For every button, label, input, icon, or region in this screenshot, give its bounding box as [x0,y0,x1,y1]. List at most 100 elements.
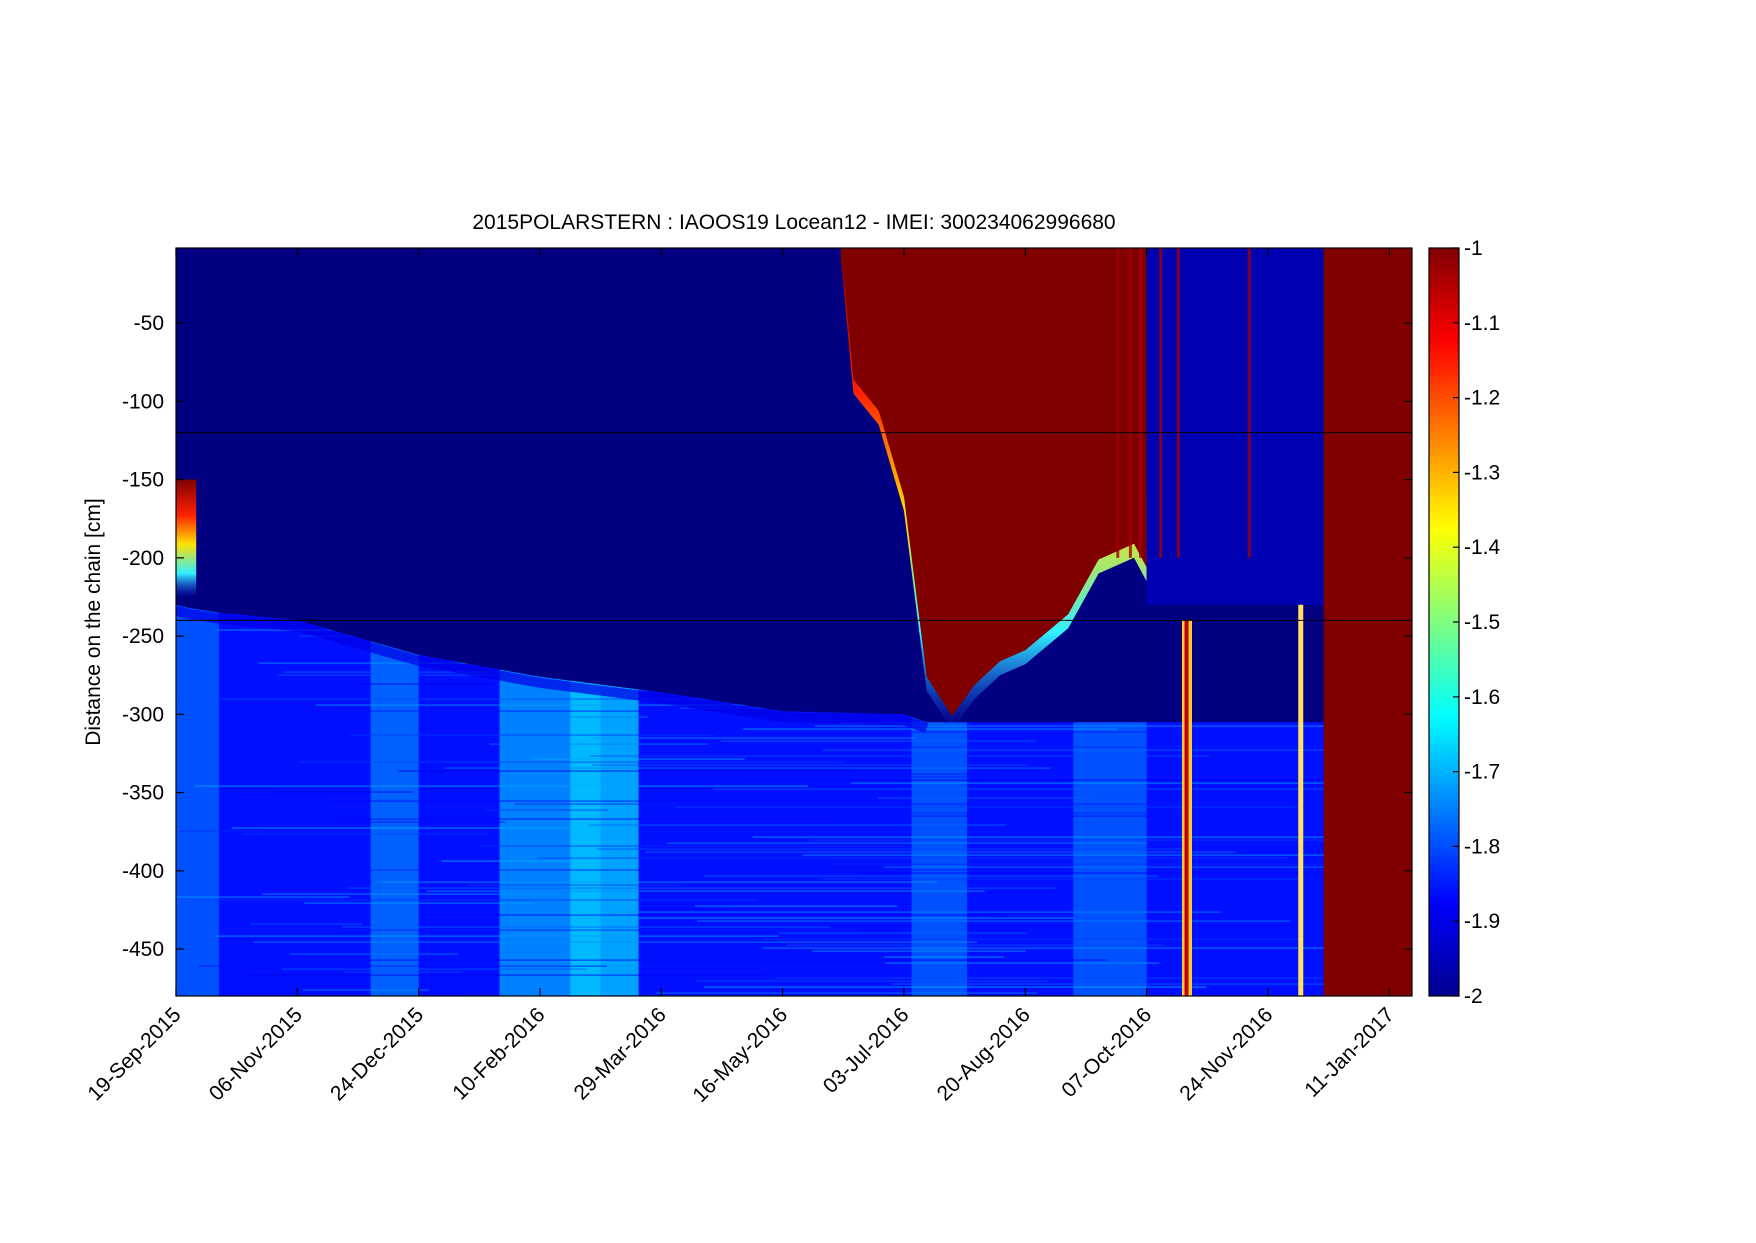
sensor-streak [1298,604,1304,996]
water-streak [712,788,1412,790]
water-streak [592,764,1028,766]
colorbar-ticks: -1 -1.1 -1.2 -1.3 -1.4 -1.5 -1.6 -1.7 -1.8 -1.9 -2 [1453,237,1501,1008]
warm-streak [1176,248,1180,558]
water-streak [231,827,602,829]
ice-interface [176,605,929,733]
water-streak [330,710,807,712]
autumn-ice [1146,248,1324,605]
heatmap-area [176,248,1412,996]
y-tick-label: -50 [134,312,164,335]
water-streak [444,767,1051,769]
colorbar-tick-label: -1.1 [1464,312,1500,335]
colorbar-tick-label: -1.7 [1464,761,1500,784]
water-streak [885,962,1160,964]
water-streak [830,863,1407,865]
water-streak [342,926,830,928]
colorbar-tick-label: -2 [1464,985,1483,1008]
water-streak [341,929,856,931]
water-streak [802,854,1412,856]
y-tick-label: -250 [122,625,164,648]
water-streak [198,965,607,967]
water-streak [582,917,1075,919]
water-streak [596,848,1183,850]
water-streak [261,893,558,895]
water-streak [774,812,1412,814]
water-streak [778,932,1027,934]
warm-layer [840,248,1147,716]
water-streak [720,740,1036,742]
y-tick-label: -350 [122,782,164,805]
y-tick-label: -300 [122,703,164,726]
water-streak [178,698,898,700]
water-streak [331,818,834,820]
water-band [176,604,219,996]
water-streak [814,725,1412,727]
water-streak [703,986,1207,988]
water-streak [233,821,505,823]
water-streak [775,977,1366,979]
water-streak [665,776,1046,778]
y-tick-label: -450 [122,938,164,961]
water-streak [715,731,1412,733]
water-streak [280,968,588,970]
water-streak [347,887,1057,889]
water-streak [891,983,1412,985]
water-streak [489,743,709,745]
water-streak [762,947,1352,949]
colorbar-tick-label: -1.5 [1464,611,1500,634]
x-tick-label: 29-Mar-2016 [570,1003,671,1104]
water-streak [421,914,1003,916]
water-streak [877,797,1092,799]
water-streak [712,773,996,775]
water-streak [370,959,1109,961]
x-tick-label: 07-Oct-2016 [1057,1003,1156,1102]
y-axis: -50 -100 -150 -200 -250 -300 -350 -400 -450 [122,312,1412,961]
water-streak [176,896,350,898]
x-tick-label: 24-Dec-2015 [326,1003,428,1105]
water-streak [812,950,1026,952]
water-streak [537,857,1288,859]
water-streak [253,941,978,943]
water-streak [850,782,1408,784]
colorbar-tick-label: -1.3 [1464,461,1500,484]
warm-streak [1159,248,1163,558]
early-warm-patch [176,479,197,597]
water-streak [238,794,326,796]
water-streak [655,992,1038,994]
water-streak [243,833,488,835]
water-streak [614,911,1221,913]
y-tick-label: -150 [122,469,164,492]
y-tick-label: -200 [122,547,164,570]
water-streak [810,839,1412,841]
plot-frame [175,247,1413,997]
water-streak [299,761,844,763]
water-streak [590,737,917,739]
colorbar-tick-label: -1 [1464,237,1483,260]
water-streak [763,938,1306,940]
colorbar-tick-label: -1.4 [1464,536,1501,559]
warm-streak [1139,248,1143,558]
colorbar-tick-label: -1.8 [1464,835,1500,858]
sensor-streak [1184,620,1189,996]
colorbar-tick-label: -1.9 [1464,910,1500,933]
warm-streak [1116,248,1120,558]
water-streak [884,956,1004,958]
water-streak [703,875,1159,877]
water-streak [194,785,809,787]
water-streak [589,755,1210,757]
water-streak [749,779,1406,781]
y-tick-label: -100 [122,390,164,413]
water-streak [344,971,463,973]
water-streak [376,881,938,883]
water-streak [325,800,879,802]
warm-streak [1247,248,1251,558]
water-streak [862,815,1299,817]
water-streak [645,851,1236,853]
water-streak [666,842,1148,844]
water-streak [822,878,1298,880]
water-streak [179,830,264,832]
colorbar-tick-label: -1.2 [1464,387,1500,410]
colorbar: -1 -1.1 -1.2 -1.3 -1.4 -1.5 -1.6 -1.7 -1.8 -1.9 -2 [1428,237,1501,1008]
water-streak [484,809,608,811]
